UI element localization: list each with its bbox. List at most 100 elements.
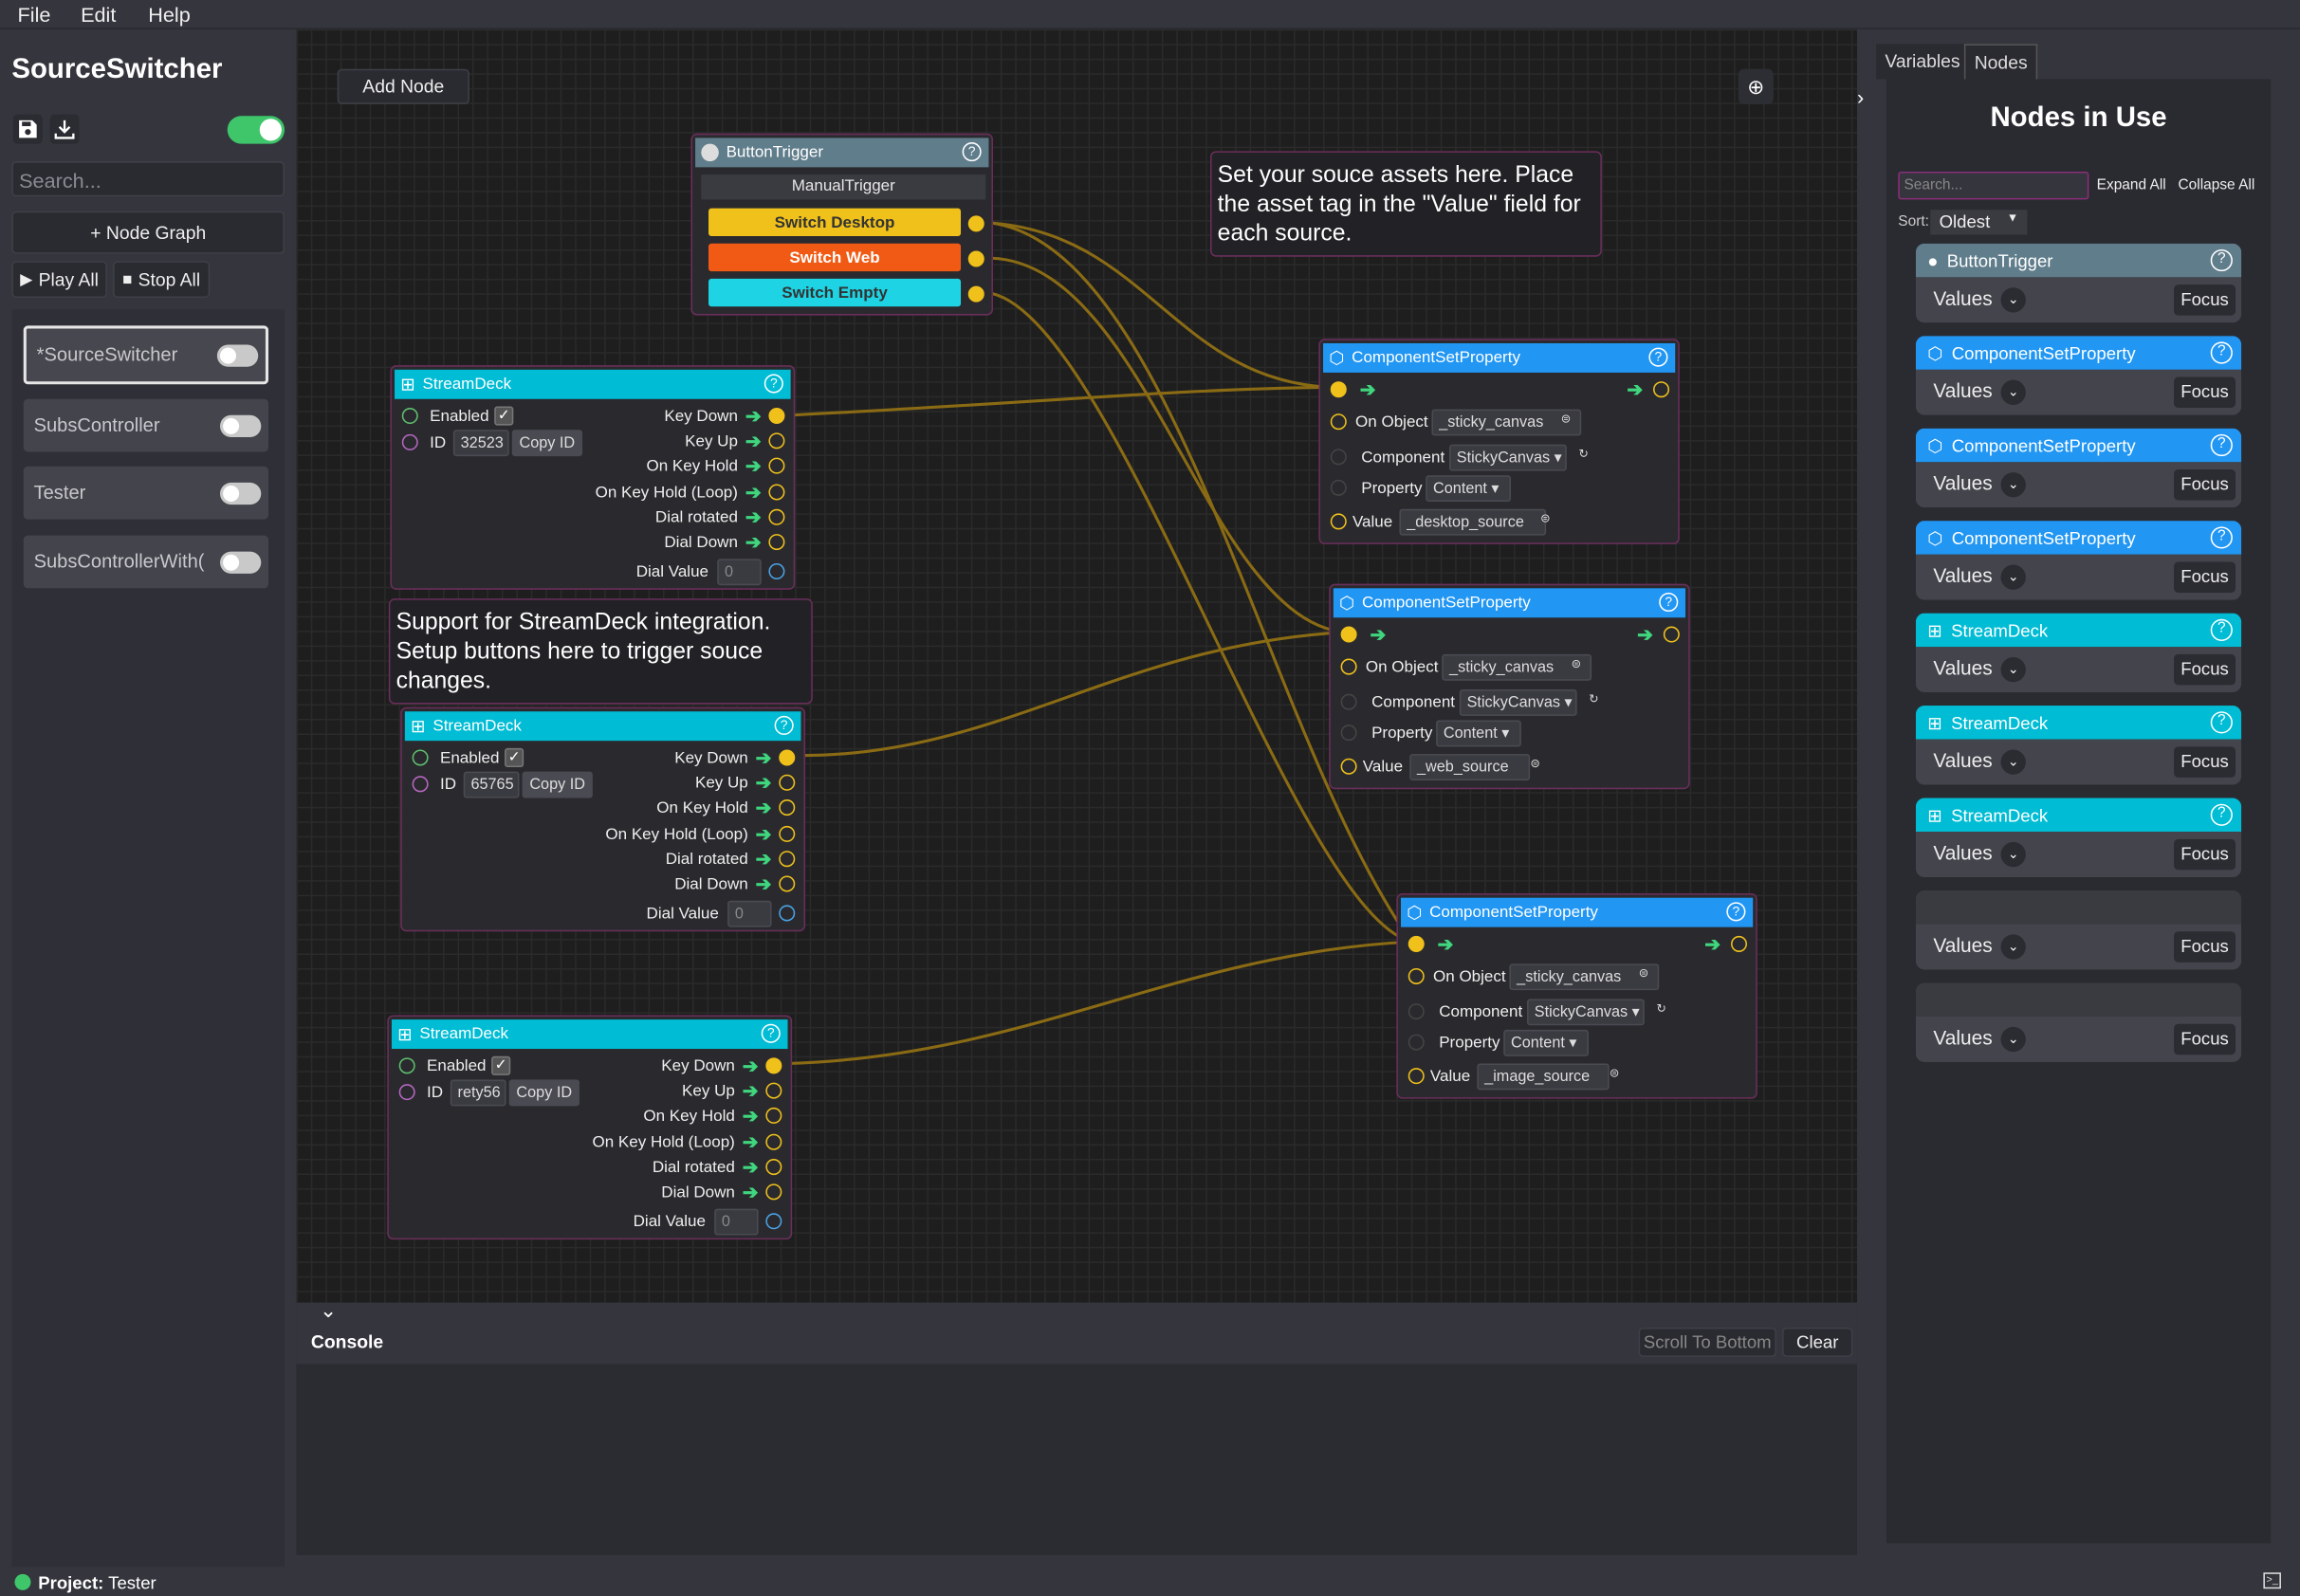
on-object-field[interactable]: _sticky_canvas [1431, 409, 1582, 436]
enabled-checkbox[interactable]: ✓ [491, 1055, 511, 1075]
output-pin[interactable] [779, 825, 796, 842]
menu-edit[interactable]: Edit [81, 3, 117, 27]
output-pin[interactable] [768, 408, 785, 425]
property-dropdown[interactable]: Content ▾ [1426, 475, 1511, 503]
graph-item[interactable]: Tester [23, 466, 269, 520]
chevron-down-icon[interactable]: ⌄ [2000, 564, 2026, 590]
on-object-field[interactable]: _sticky_canvas [1509, 963, 1660, 991]
output-pin[interactable] [779, 905, 796, 922]
input-pin[interactable] [1408, 1068, 1425, 1085]
node-card[interactable]: ⊞ StreamDeck? Values ⌄ Focus [1915, 613, 2242, 693]
output-pin[interactable] [765, 1107, 782, 1124]
switch-web-button[interactable]: Switch Web [708, 243, 962, 272]
input-pin[interactable] [412, 749, 429, 766]
switch-empty-button[interactable]: Switch Empty [708, 278, 962, 307]
download-icon[interactable] [49, 114, 80, 144]
enabled-checkbox[interactable]: ✓ [494, 406, 514, 426]
collapse-all-button[interactable]: Collapse All [2174, 171, 2259, 200]
equals-icon[interactable]: ⊜ [1530, 757, 1540, 771]
chevron-down-icon[interactable]: ⌄ [2000, 1026, 2026, 1053]
output-pin[interactable] [768, 484, 785, 501]
help-icon[interactable]: ? [2210, 433, 2233, 457]
graph-toggle[interactable] [219, 482, 262, 505]
input-pin[interactable] [398, 1057, 415, 1074]
node-card[interactable]: ⬡ ComponentSetProperty? Values ⌄ Focus [1915, 521, 2242, 600]
input-pin[interactable] [1408, 1034, 1425, 1051]
id-field[interactable]: 65765 [463, 771, 520, 798]
dial-value-field[interactable]: 0 [714, 1208, 759, 1236]
output-pin[interactable] [779, 774, 796, 791]
play-all-button[interactable]: ▶ Play All [11, 261, 107, 299]
help-icon[interactable]: ? [761, 1023, 781, 1043]
focus-button[interactable]: Focus [2174, 1023, 2236, 1055]
help-icon[interactable]: ? [2210, 526, 2233, 549]
graph-enabled-toggle[interactable] [227, 116, 285, 144]
input-pin[interactable] [401, 408, 418, 425]
output-pin[interactable] [779, 749, 796, 766]
chevron-down-icon[interactable]: ⌄ [2000, 379, 2026, 405]
tab-variables[interactable]: Variables [1876, 44, 1969, 80]
chevron-down-icon[interactable]: ⌄ [2000, 657, 2026, 683]
input-pin[interactable] [1340, 693, 1357, 710]
copy-id-button[interactable]: Copy ID [511, 430, 583, 457]
graph-toggle[interactable] [216, 344, 259, 367]
recenter-icon[interactable]: ⊕ [1738, 68, 1774, 104]
node-card[interactable]: ⬡ ComponentSetProperty? Values ⌄ Focus [1915, 336, 2242, 415]
input-pin[interactable] [1408, 967, 1425, 984]
focus-button[interactable]: Focus [2174, 376, 2236, 409]
dial-value-field[interactable]: 0 [727, 900, 772, 927]
property-dropdown[interactable]: Content ▾ [1436, 720, 1521, 747]
button-trigger-node[interactable]: ButtonTrigger? ManualTrigger Switch Desk… [690, 133, 994, 316]
equals-icon[interactable]: ⊜ [1560, 412, 1572, 426]
focus-button[interactable]: Focus [2174, 561, 2236, 593]
input-pin[interactable] [1330, 479, 1347, 496]
copy-id-button[interactable]: Copy ID [522, 771, 593, 798]
output-pin[interactable] [967, 215, 984, 232]
component-dropdown[interactable]: StickyCanvas ▾ [1459, 689, 1577, 716]
help-icon[interactable]: ? [774, 715, 794, 735]
graph-toggle[interactable] [219, 414, 262, 437]
streamdeck-node[interactable]: ⊞ StreamDeck? Enabled ✓ ID rety56 Copy ID… [387, 1015, 793, 1240]
sort-dropdown[interactable]: Oldest ▼ [1930, 210, 2028, 235]
refresh-icon[interactable]: ↻ [1656, 1001, 1666, 1016]
input-pin[interactable] [398, 1084, 415, 1101]
output-pin[interactable] [765, 1159, 782, 1176]
output-pin[interactable] [768, 457, 785, 474]
output-pin[interactable] [765, 1213, 782, 1230]
node-card[interactable]: Values ⌄ Focus [1915, 982, 2242, 1062]
chevron-down-icon[interactable]: ⌄ [2000, 472, 2026, 498]
scroll-to-bottom-button[interactable]: Scroll To Bottom [1638, 1327, 1776, 1357]
input-pin[interactable] [1340, 725, 1357, 742]
component-set-property-node[interactable]: ⬡ ComponentSetProperty? ➔ ➔ On Object _sti… [1318, 339, 1680, 544]
help-icon[interactable]: ? [764, 374, 783, 394]
graph-toggle[interactable] [219, 551, 262, 574]
enabled-checkbox[interactable]: ✓ [505, 747, 524, 768]
dial-value-field[interactable]: 0 [717, 559, 762, 586]
terminal-icon[interactable]: >_ [2263, 1572, 2281, 1589]
output-pin[interactable] [765, 1133, 782, 1150]
help-icon[interactable]: ? [2210, 618, 2233, 641]
id-field[interactable]: rety56 [450, 1079, 506, 1107]
output-pin[interactable] [779, 875, 796, 892]
focus-button[interactable]: Focus [2174, 284, 2236, 316]
output-pin[interactable] [765, 1057, 782, 1074]
output-pin[interactable] [1730, 935, 1748, 952]
graph-item[interactable]: SubsController [23, 398, 269, 452]
input-pin[interactable] [1330, 449, 1347, 466]
input-pin[interactable] [1340, 758, 1357, 775]
focus-button[interactable]: Focus [2174, 838, 2236, 871]
menu-file[interactable]: File [17, 3, 51, 27]
output-pin[interactable] [967, 285, 984, 303]
component-dropdown[interactable]: StickyCanvas ▾ [1527, 999, 1645, 1026]
focus-button[interactable]: Focus [2174, 469, 2236, 501]
chevron-down-icon[interactable]: ⌄ [2000, 841, 2026, 868]
chevron-down-icon[interactable]: ⌄ [2000, 934, 2026, 960]
property-dropdown[interactable]: Content ▾ [1503, 1029, 1589, 1056]
node-card[interactable]: ⬡ ComponentSetProperty? Values ⌄ Focus [1915, 428, 2242, 508]
input-pin[interactable] [1330, 381, 1347, 398]
output-pin[interactable] [768, 432, 785, 449]
help-icon[interactable]: ? [2210, 248, 2233, 272]
id-field[interactable]: 32523 [452, 430, 509, 457]
equals-icon[interactable]: ⊜ [1609, 1066, 1620, 1080]
collapse-panel-icon[interactable]: › [1856, 84, 1865, 109]
